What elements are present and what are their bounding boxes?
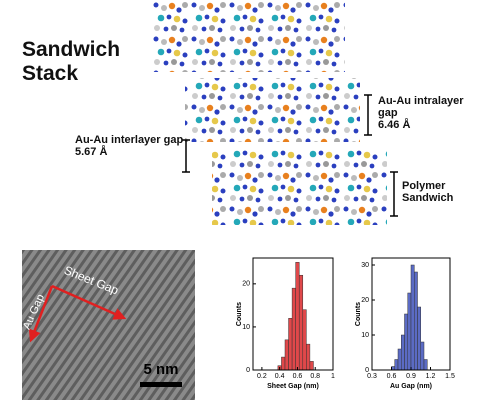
- x-tick-label: 0.3: [367, 373, 377, 380]
- bar: [281, 357, 285, 370]
- bar: [408, 293, 411, 370]
- x-axis-label: Sheet Gap (nm): [267, 383, 319, 390]
- bar: [303, 310, 307, 370]
- bracket: [390, 172, 398, 216]
- label-value: 5.67 Å: [75, 146, 107, 158]
- bar: [411, 265, 414, 370]
- y-axis-label: Counts: [355, 302, 362, 326]
- x-tick-label: 0.6: [387, 373, 397, 380]
- y-tick-label: 0: [365, 367, 369, 374]
- y-tick-label: 10: [361, 332, 369, 339]
- x-tick-label: 0.9: [406, 373, 416, 380]
- y-tick-label: 0: [246, 367, 250, 374]
- scale-label: 5 nm: [143, 361, 178, 378]
- bar: [310, 361, 314, 370]
- x-tick-label: 0.4: [275, 373, 285, 380]
- bar: [292, 288, 296, 370]
- y-axis-label: Counts: [236, 302, 243, 326]
- x-tick-label: 1.5: [445, 373, 455, 380]
- bar: [405, 314, 408, 370]
- x-axis-label: Au Gap (nm): [390, 383, 432, 390]
- bar: [285, 340, 289, 370]
- bar: [306, 344, 310, 370]
- x-tick-label: 0.2: [257, 373, 267, 380]
- scale-bar: [140, 382, 182, 387]
- bar: [296, 262, 300, 370]
- bar: [299, 275, 303, 370]
- bar: [414, 272, 417, 370]
- label: Au-Au interlayer gap: [75, 134, 183, 146]
- bar: [418, 307, 421, 370]
- x-tick-label: 0.8: [310, 373, 320, 380]
- label: Polymer Sandwich: [402, 180, 472, 204]
- label: Au-Au intralayer gap: [378, 95, 464, 119]
- molecule-layer: [150, 2, 345, 72]
- bar: [289, 318, 293, 370]
- y-tick-label: 20: [361, 297, 369, 304]
- bar: [424, 360, 427, 371]
- bar: [401, 335, 404, 370]
- x-tick-label: 1.2: [426, 373, 436, 380]
- y-tick-label: 20: [242, 281, 250, 288]
- molecule-layer: [185, 78, 360, 142]
- title: Sandwich Stack: [22, 38, 132, 86]
- bar: [395, 360, 398, 371]
- x-tick-label: 1: [331, 373, 335, 380]
- bar: [421, 342, 424, 370]
- bar: [398, 349, 401, 370]
- y-tick-label: 30: [361, 262, 369, 269]
- y-tick-label: 10: [242, 324, 250, 331]
- bracket: [364, 95, 372, 135]
- x-tick-label: 0.6: [293, 373, 303, 380]
- molecule-layer: [212, 150, 387, 225]
- figure: Sheet Gap Au Gap 5 nm 0.20.40.60.8101020…: [0, 0, 484, 408]
- label-value: 6.46 Å: [378, 119, 410, 131]
